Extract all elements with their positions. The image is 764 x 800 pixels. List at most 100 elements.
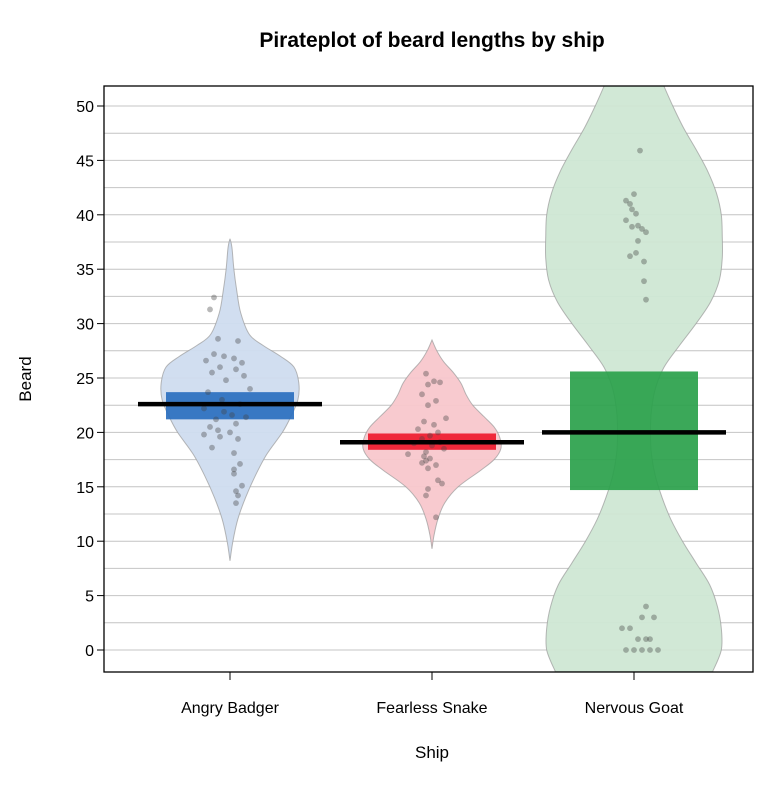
data-point [405,451,411,458]
data-point [431,421,437,428]
x-axis-label: Ship [415,743,449,762]
data-point [637,147,643,154]
data-point [639,226,645,232]
y-tick-label: 45 [76,153,94,170]
data-point [647,647,653,653]
mean-line-layer [138,401,726,445]
data-point [635,636,641,643]
data-point [217,433,223,440]
data-point [433,462,439,468]
data-point [443,415,449,422]
data-point [435,477,441,484]
data-point [233,420,239,427]
data-point [215,335,221,342]
data-point [201,405,207,412]
data-point [219,396,225,403]
data-point [229,412,235,418]
data-point [427,455,433,462]
plot-frame [103,85,754,673]
data-point [247,385,253,392]
data-point [421,453,427,460]
y-tick-label: 0 [85,643,94,660]
data-point [201,431,207,438]
data-point [431,378,437,385]
x-axis: Angry Badger Fearless Snake Nervous Goat [181,672,684,717]
data-point [623,217,629,224]
data-point [437,379,443,386]
data-point [631,191,637,198]
data-point [627,253,633,260]
y-tick-label: 35 [76,262,94,279]
y-tick-label: 10 [76,534,94,551]
data-point [235,492,241,499]
data-point [233,500,239,507]
data-point [623,647,629,653]
data-point [423,370,429,377]
data-point [643,636,649,643]
data-point [217,364,223,371]
data-point [239,482,245,489]
data-point [643,603,649,610]
data-point [433,397,439,404]
data-point [231,466,237,473]
data-point [233,366,239,373]
data-point [651,614,657,621]
data-point [211,294,217,301]
data-point [239,359,245,366]
data-point [643,296,649,303]
data-point [633,249,639,256]
data-point [425,381,431,388]
data-point [627,201,633,207]
data-point [629,206,635,213]
data-point [433,514,439,521]
data-point [207,306,213,313]
data-point [227,429,233,436]
data-point [233,488,239,495]
data-point [203,357,209,364]
x-tick-label: Nervous Goat [585,700,684,717]
data-point [631,647,637,653]
data-point [243,414,249,421]
data-point [421,418,427,425]
data-point [623,197,629,204]
data-point [423,492,429,499]
data-point [655,647,661,653]
data-point [425,402,431,409]
data-point [213,416,219,423]
data-point [641,278,647,285]
data-point [235,338,241,344]
data-point [641,258,647,265]
data-point [419,459,425,466]
data-point [235,436,241,442]
data-point [639,647,645,653]
data-point [209,369,215,376]
data-point [205,389,211,396]
data-point [635,238,641,244]
y-tick-label: 20 [76,425,94,442]
data-point [423,457,429,464]
data-point [231,470,237,477]
chart-title: Pirateplot of beard lengths by ship [259,29,604,52]
data-point [619,625,625,632]
x-tick-label: Angry Badger [181,700,280,717]
data-point [211,351,217,357]
data-point [221,353,227,360]
y-tick-label: 25 [76,371,94,388]
data-point [633,210,639,217]
data-point [221,408,227,415]
data-point [627,625,633,632]
data-point [425,465,431,472]
data-point [647,636,653,643]
data-point [237,461,243,467]
data-point [643,229,649,236]
y-tick-label: 40 [76,208,94,225]
data-point [415,426,421,433]
x-tick-label: Fearless Snake [376,700,487,717]
data-point [207,424,213,430]
data-point [223,377,229,384]
data-point [231,450,237,456]
data-point [241,372,247,379]
data-point [231,355,237,362]
data-point [635,222,641,229]
